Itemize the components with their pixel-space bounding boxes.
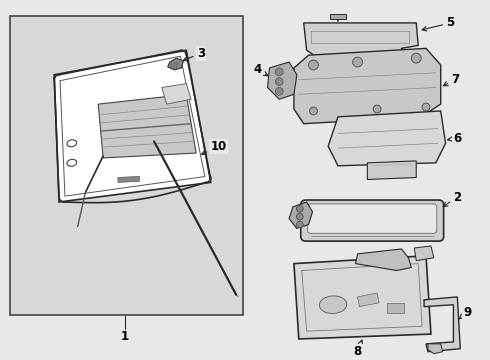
Text: 3: 3 [183,47,205,61]
Circle shape [411,53,421,63]
Circle shape [353,57,363,67]
Text: 8: 8 [353,340,363,358]
Circle shape [422,103,430,111]
Text: 4: 4 [254,63,268,76]
FancyBboxPatch shape [301,200,443,241]
Polygon shape [289,202,313,228]
Text: 9: 9 [459,306,471,319]
Polygon shape [328,111,445,166]
Circle shape [296,213,303,220]
Polygon shape [356,249,411,270]
Text: 10: 10 [202,140,227,154]
Polygon shape [162,84,191,104]
Text: 7: 7 [443,73,460,86]
Polygon shape [168,58,183,70]
Circle shape [275,87,283,95]
Polygon shape [428,344,442,354]
Bar [10,16,243,315]
Polygon shape [330,14,346,19]
Text: 1: 1 [121,329,129,342]
Polygon shape [268,62,297,99]
Polygon shape [304,23,418,58]
Ellipse shape [319,296,347,314]
Circle shape [296,206,303,212]
Ellipse shape [67,159,76,166]
Circle shape [296,221,303,228]
Circle shape [373,105,381,113]
Polygon shape [368,161,416,180]
Ellipse shape [67,140,76,147]
Circle shape [275,68,283,76]
Circle shape [275,78,283,86]
Text: 2: 2 [443,190,462,207]
Polygon shape [54,50,211,202]
Polygon shape [424,297,460,352]
Polygon shape [358,293,379,307]
Bar [387,303,405,312]
Polygon shape [294,48,441,124]
FancyBboxPatch shape [308,204,437,233]
Polygon shape [414,246,434,261]
Circle shape [310,107,318,115]
Polygon shape [98,94,196,158]
Bar [118,176,140,183]
Circle shape [309,60,318,70]
Text: 6: 6 [448,132,462,145]
Polygon shape [294,256,431,339]
Text: 5: 5 [422,17,455,31]
